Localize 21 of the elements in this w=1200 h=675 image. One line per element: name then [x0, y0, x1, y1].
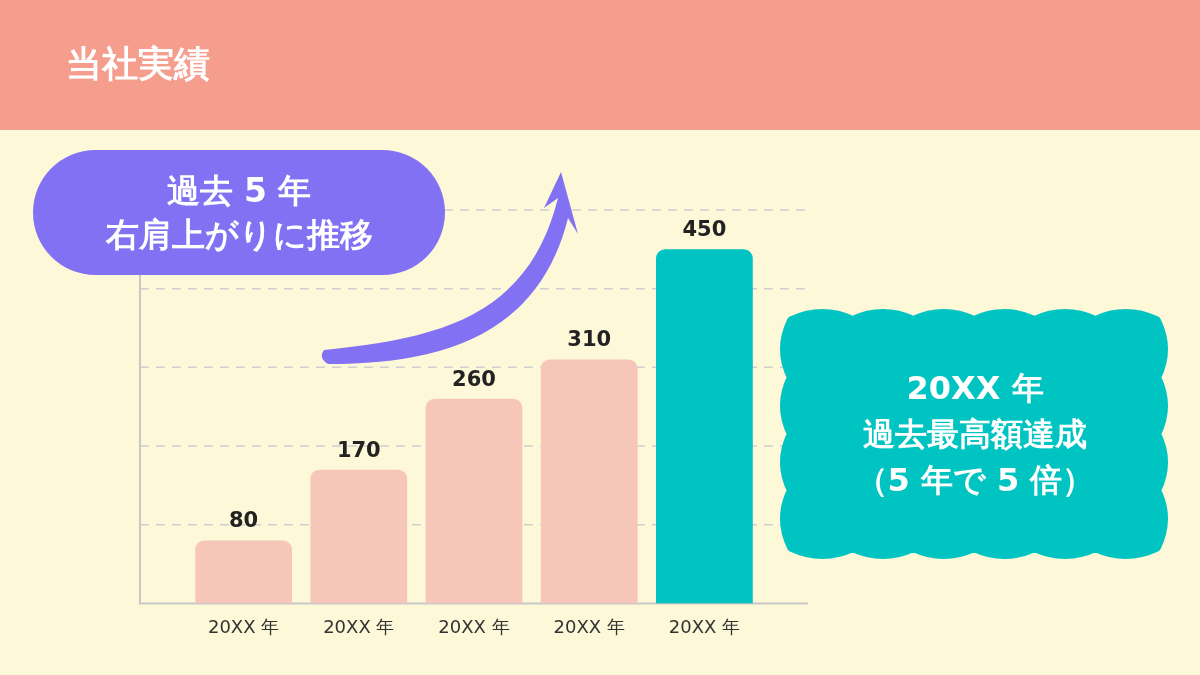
- text: （5 年で 5 倍）: [855, 460, 1095, 501]
- x-tick-label: 20XX 年: [438, 615, 510, 637]
- x-tick-label: 20XX 年: [323, 615, 395, 637]
- text: 過去 5 年: [166, 169, 312, 212]
- data-label: 450: [682, 217, 727, 242]
- bar: [540, 359, 638, 604]
- text: 20XX 年: [906, 368, 1044, 409]
- data-label: 260: [452, 366, 496, 391]
- data-label: 310: [567, 327, 612, 352]
- data-label: 80: [228, 508, 259, 533]
- text: 過去最高額達成: [863, 414, 1087, 455]
- bar: [310, 469, 408, 604]
- chart-title: 当社実績: [66, 42, 210, 86]
- data-label: 170: [336, 437, 381, 462]
- x-tick-label: 20XX 年: [207, 615, 280, 637]
- bar: [425, 398, 523, 604]
- x-tick-label: 20XX 年: [668, 615, 741, 637]
- x-tick-label: 20XX 年: [553, 615, 625, 637]
- bar: [195, 540, 292, 604]
- bar: [656, 249, 753, 604]
- annotation: 右肩上がりに推移: [105, 213, 373, 256]
